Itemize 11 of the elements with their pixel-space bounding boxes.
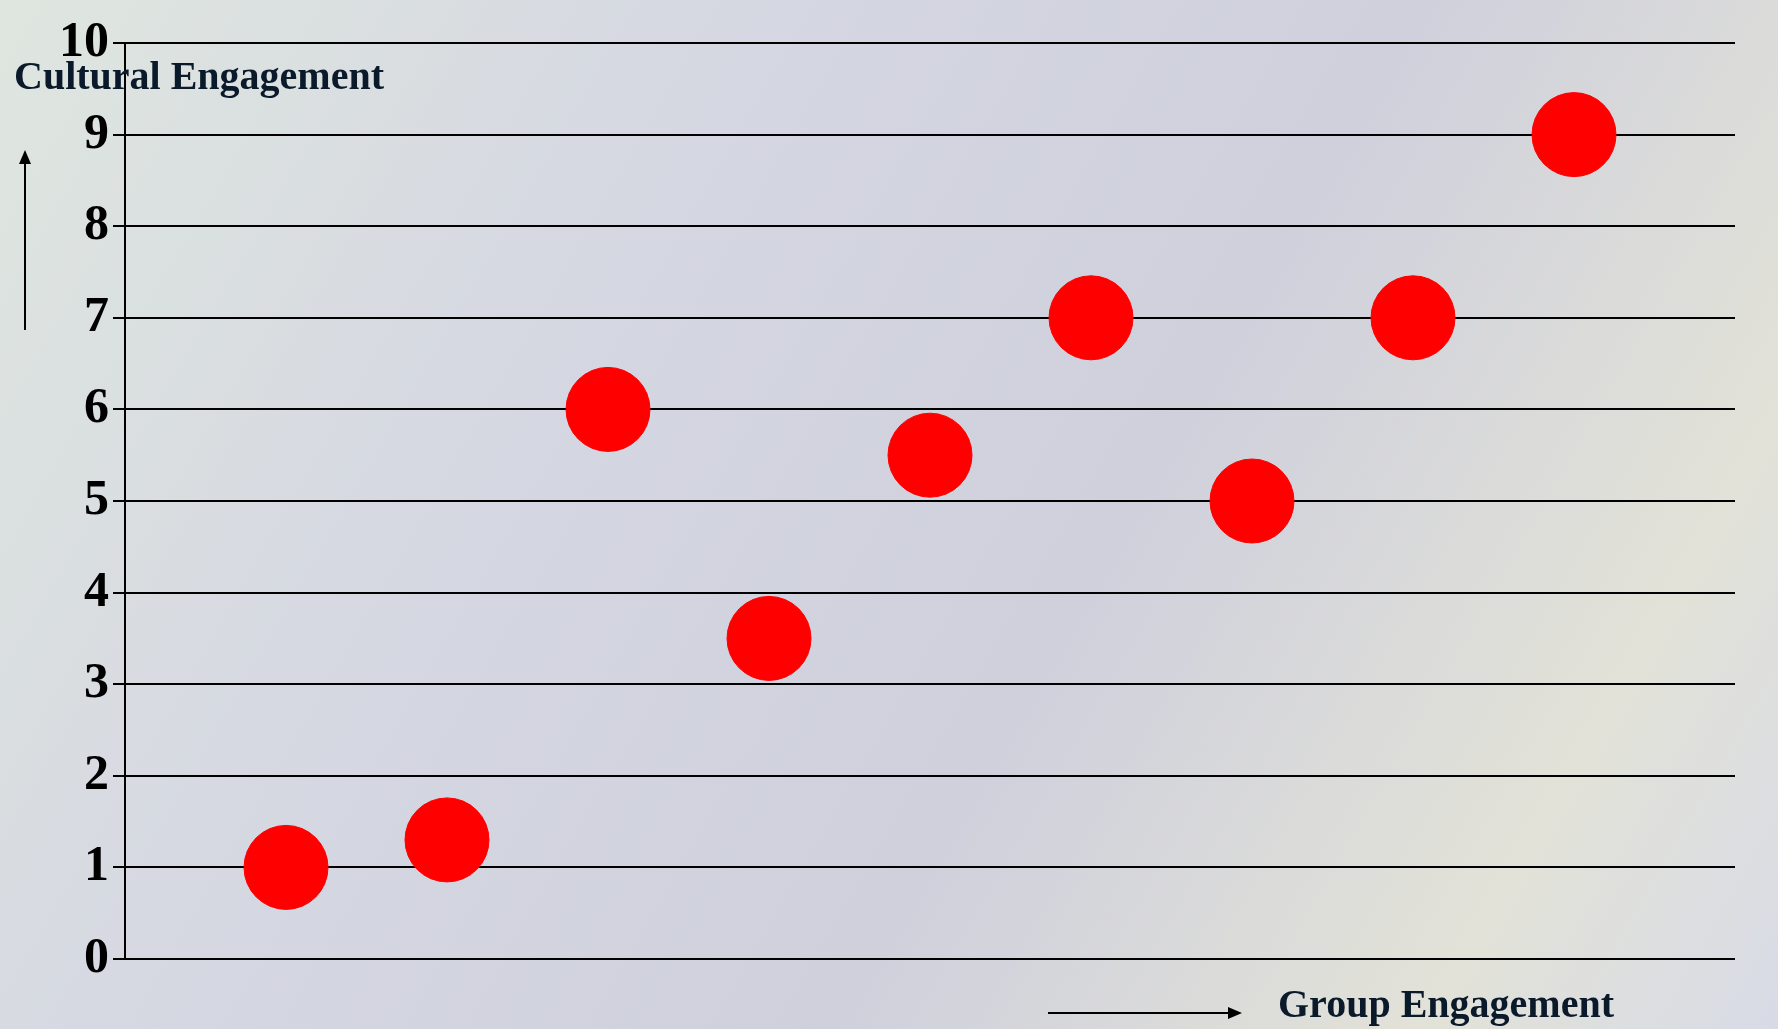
y-tick-label: 7 (84, 285, 109, 342)
y-tick-label: 6 (84, 377, 109, 434)
y-tick-label: 0 (84, 926, 109, 983)
y-tick-label: 2 (84, 743, 109, 800)
y-tick-label: 4 (84, 560, 109, 617)
y-tick-label: 3 (84, 652, 109, 709)
y-tick-label: 5 (84, 468, 109, 525)
y-tick-label: 8 (84, 194, 109, 251)
x-axis-title: Group Engagement (1278, 980, 1614, 1027)
y-tick-label: 1 (84, 835, 109, 892)
y-tick-label: 9 (84, 102, 109, 159)
